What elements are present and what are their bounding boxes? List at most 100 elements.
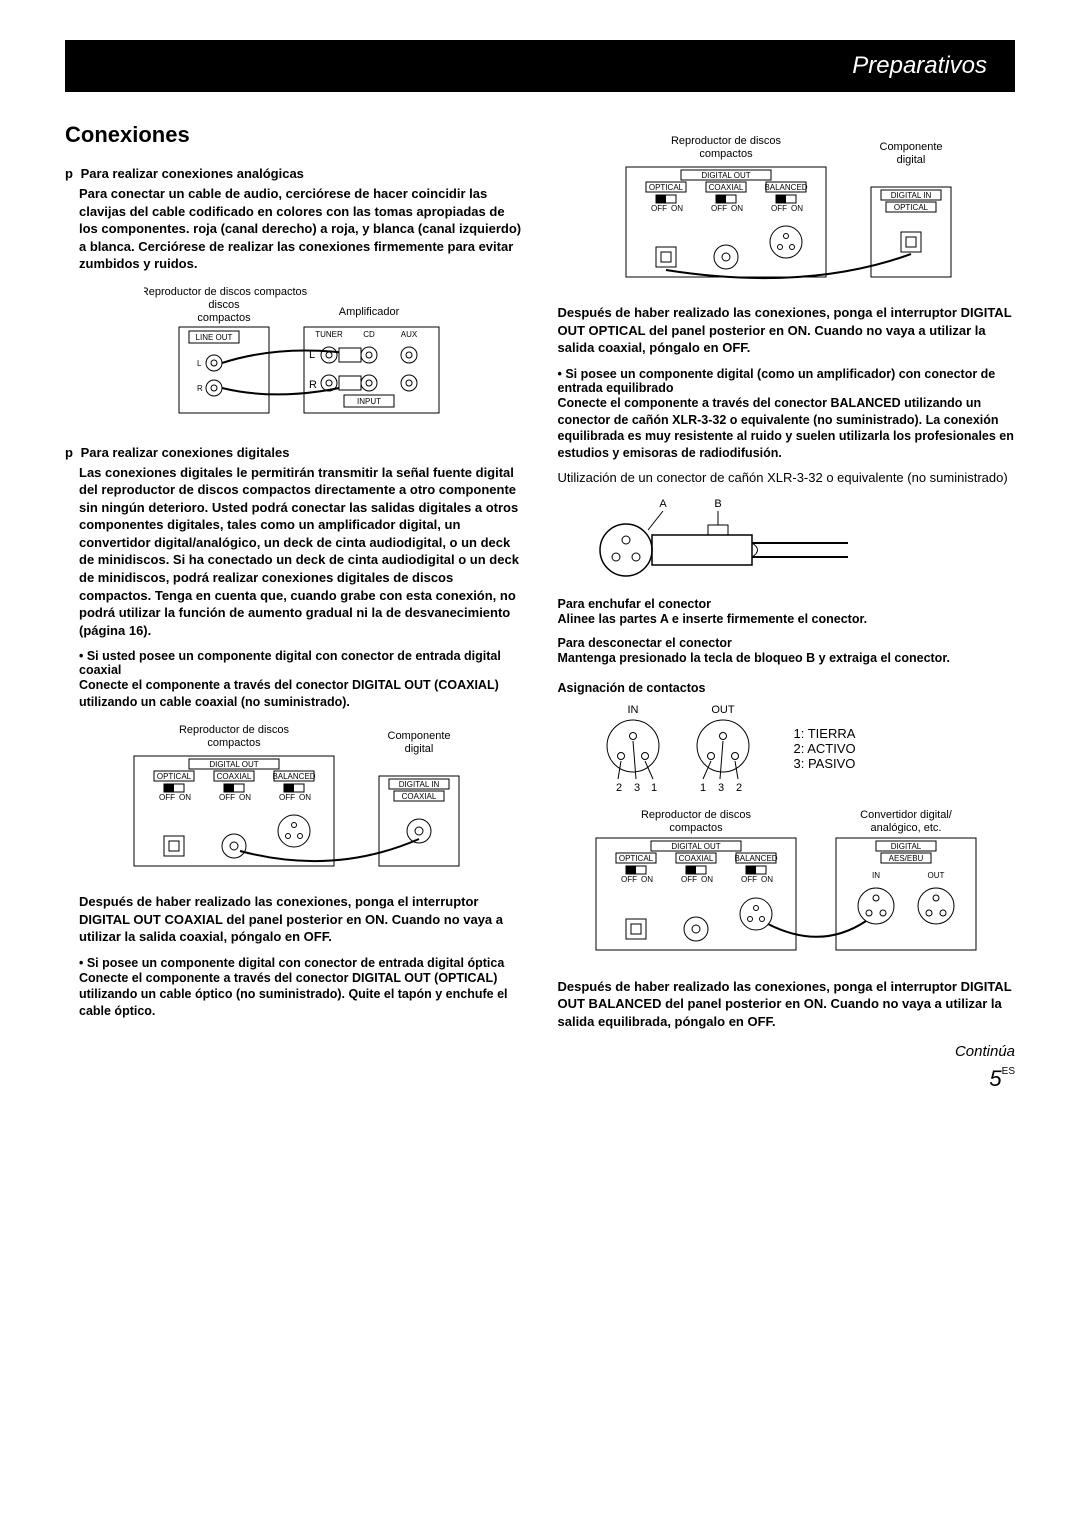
- svg-text:Componente: Componente: [387, 730, 450, 742]
- svg-text:OFF: OFF: [159, 793, 175, 802]
- analog-heading: p Para realizar conexiones analógicas: [65, 166, 523, 181]
- pin-legend-1: 1: TIERRA: [794, 726, 856, 741]
- svg-text:LINE OUT: LINE OUT: [195, 333, 232, 342]
- svg-text:3: 3: [634, 782, 640, 794]
- svg-text:Reproductor de discos: Reproductor de discos: [179, 724, 290, 736]
- svg-text:INPUT: INPUT: [357, 397, 381, 406]
- svg-text:OFF: OFF: [741, 875, 757, 884]
- svg-text:OUT: OUT: [711, 704, 735, 716]
- section-title: Conexiones: [65, 122, 523, 148]
- plug-heading: Para enchufar el conector: [558, 597, 1016, 611]
- balanced-subtext: Conecte el componente a través del conec…: [558, 395, 1016, 463]
- diagram-analog: Reproductor de discos compactos discos c…: [144, 283, 444, 433]
- coax-subtext: Conecte el componente a través del conec…: [79, 677, 523, 711]
- svg-text:BALANCED: BALANCED: [765, 183, 808, 192]
- svg-text:1: 1: [700, 782, 706, 794]
- svg-text:ON: ON: [671, 204, 683, 213]
- diag1-amp-label: Amplificador: [338, 306, 399, 318]
- svg-text:COAXIAL: COAXIAL: [216, 772, 251, 781]
- svg-text:DIGITAL OUT: DIGITAL OUT: [702, 171, 751, 180]
- pins-heading: Asignación de contactos: [558, 681, 1016, 695]
- svg-text:A: A: [659, 498, 667, 510]
- diagram-coaxial: Reproductor de discos compactos Componen…: [114, 721, 474, 881]
- diagram-optical: Reproductor de discos compactos Componen…: [606, 132, 966, 292]
- right-column: Reproductor de discos compactos Componen…: [558, 122, 1016, 1060]
- svg-text:OPTICAL: OPTICAL: [894, 203, 929, 212]
- unplug-text: Mantenga presionado la tecla de bloqueo …: [558, 650, 1016, 667]
- svg-text:digital: digital: [897, 154, 926, 166]
- diag1-cd-label: Reproductor de discos compactos: [144, 286, 308, 298]
- svg-text:OFF: OFF: [279, 793, 295, 802]
- svg-text:AUX: AUX: [401, 330, 418, 339]
- svg-text:OFF: OFF: [621, 875, 637, 884]
- svg-text:IN: IN: [627, 704, 638, 716]
- svg-text:OFF: OFF: [219, 793, 235, 802]
- unplug-heading: Para desconectar el conector: [558, 636, 1016, 650]
- svg-text:2: 2: [616, 782, 622, 794]
- svg-text:ON: ON: [761, 875, 773, 884]
- svg-text:ON: ON: [641, 875, 653, 884]
- optical-after: Después de haber realizado las conexione…: [558, 304, 1016, 357]
- svg-text:R: R: [197, 384, 203, 393]
- svg-text:1: 1: [651, 782, 657, 794]
- svg-text:discos: discos: [208, 299, 240, 311]
- svg-text:COAXIAL: COAXIAL: [401, 792, 436, 801]
- marker-icon: p: [65, 445, 77, 460]
- analog-heading-text: Para realizar conexiones analógicas: [81, 166, 304, 181]
- svg-text:ON: ON: [299, 793, 311, 802]
- left-column: Conexiones p Para realizar conexiones an…: [65, 122, 523, 1060]
- svg-text:TUNER: TUNER: [315, 330, 343, 339]
- svg-text:COAXIAL: COAXIAL: [709, 183, 744, 192]
- svg-text:compactos: compactos: [207, 737, 261, 749]
- svg-text:compactos: compactos: [700, 148, 754, 160]
- content-columns: Conexiones p Para realizar conexiones an…: [65, 122, 1015, 1060]
- svg-text:ON: ON: [179, 793, 191, 802]
- svg-text:ON: ON: [239, 793, 251, 802]
- coax-subheading: • Si usted posee un componente digital c…: [79, 649, 523, 677]
- svg-text:ON: ON: [791, 204, 803, 213]
- balanced-subheading: • Si posee un componente digital (como u…: [558, 367, 1016, 395]
- svg-text:OFF: OFF: [771, 204, 787, 213]
- svg-text:OFF: OFF: [681, 875, 697, 884]
- digital-heading: p Para realizar conexiones digitales: [65, 445, 523, 460]
- svg-text:analógico, etc.: analógico, etc.: [871, 822, 942, 834]
- svg-text:compactos: compactos: [197, 312, 251, 324]
- svg-text:2: 2: [736, 782, 742, 794]
- plug-text: Alinee las partes A e inserte firmemente…: [558, 611, 1016, 628]
- svg-text:OPTICAL: OPTICAL: [157, 772, 192, 781]
- svg-text:compactos: compactos: [670, 822, 724, 834]
- svg-text:Convertidor digital/: Convertidor digital/: [860, 809, 953, 821]
- page-number: 5ES: [65, 1066, 1015, 1092]
- header-title: Preparativos: [852, 52, 987, 79]
- svg-text:OUT: OUT: [928, 871, 945, 880]
- balanced-after: Después de haber realizado las conexione…: [558, 978, 1016, 1031]
- svg-text:BALANCED: BALANCED: [272, 772, 315, 781]
- svg-text:3: 3: [718, 782, 724, 794]
- digital-heading-text: Para realizar conexiones digitales: [81, 445, 290, 460]
- svg-text:IN: IN: [872, 871, 880, 880]
- svg-text:ON: ON: [731, 204, 743, 213]
- svg-text:OFF: OFF: [651, 204, 667, 213]
- svg-text:DIGITAL OUT: DIGITAL OUT: [209, 760, 258, 769]
- svg-text:L: L: [197, 359, 202, 368]
- analog-body: Para conectar un cable de audio, cerciór…: [79, 185, 523, 273]
- diagram-pins: IN OUT 2 3 1 1 3 2: [588, 701, 778, 796]
- svg-text:Reproductor de discos: Reproductor de discos: [671, 135, 782, 147]
- svg-text:OPTICAL: OPTICAL: [649, 183, 684, 192]
- svg-text:BALANCED: BALANCED: [735, 854, 778, 863]
- svg-text:OPTICAL: OPTICAL: [619, 854, 654, 863]
- svg-text:Reproductor de discos: Reproductor de discos: [641, 809, 752, 821]
- pin-legend-2: 2: ACTIVO: [794, 741, 856, 756]
- optical-subtext: Conecte el componente a través del conec…: [79, 970, 523, 1021]
- coax-after: Después de haber realizado las conexione…: [79, 893, 523, 946]
- diagram-balanced: Reproductor de discos compactos Converti…: [586, 806, 986, 966]
- svg-text:CD: CD: [363, 330, 375, 339]
- svg-text:B: B: [714, 498, 721, 510]
- pin-legend-3: 3: PASIVO: [794, 756, 856, 771]
- header-bar: Preparativos: [65, 40, 1015, 92]
- svg-text:DIGITAL IN: DIGITAL IN: [891, 191, 932, 200]
- svg-text:AES/EBU: AES/EBU: [889, 854, 924, 863]
- marker-icon: p: [65, 166, 77, 181]
- svg-text:digital: digital: [404, 743, 433, 755]
- svg-text:DIGITAL IN: DIGITAL IN: [399, 780, 440, 789]
